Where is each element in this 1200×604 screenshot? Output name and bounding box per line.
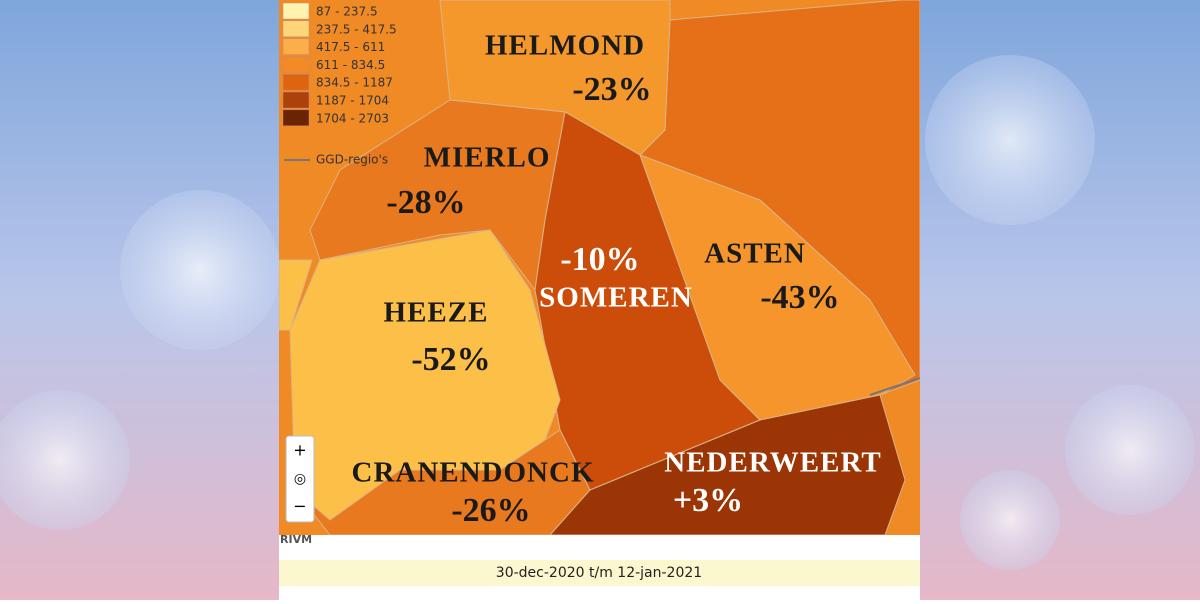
boundary xyxy=(869,377,920,396)
legend-swatch xyxy=(282,109,310,127)
legend-label: 834.5 - 1187 xyxy=(316,76,393,90)
attribution: RIVM xyxy=(280,533,312,546)
region-name: SOMEREN xyxy=(539,282,693,314)
region-name: MIERLO xyxy=(424,142,551,174)
legend-label: 611 - 834.5 xyxy=(316,58,385,72)
region-name: NEDERWEERT xyxy=(664,447,881,479)
region-name: HEEZE xyxy=(384,297,489,329)
map: 87 - 237.5 237.5 - 417.5 417.5 - 611 611 - … xyxy=(279,0,920,535)
legend-swatch xyxy=(282,73,310,91)
region-change: -28% xyxy=(386,184,465,221)
region-name: CRANENDONCK xyxy=(352,457,595,489)
legend: 87 - 237.5 237.5 - 417.5 417.5 - 611 611 - … xyxy=(282,2,397,127)
legend-swatch xyxy=(282,20,310,38)
date-range: 30-dec-2020 t/m 12-jan-2021 xyxy=(496,565,702,581)
legend-label: GGD-regio's xyxy=(316,153,388,167)
zoom-out[interactable]: − xyxy=(293,497,306,516)
date-bar xyxy=(279,560,920,586)
zoom-reset[interactable]: ◎ xyxy=(294,471,306,487)
legend-swatch xyxy=(282,2,310,20)
zoom-control xyxy=(285,435,315,523)
legend-swatch xyxy=(282,38,310,55)
legend-swatch xyxy=(282,91,310,109)
legend-label: 87 - 237.5 xyxy=(316,5,378,19)
region-change: +3% xyxy=(673,482,743,519)
region-change: -10% xyxy=(560,241,639,278)
decoration xyxy=(0,55,1195,570)
region-change: -26% xyxy=(451,492,530,529)
region-name: ASTEN xyxy=(704,238,806,270)
zoom-in[interactable]: + xyxy=(293,441,306,460)
region xyxy=(549,394,906,535)
legend-label: 1187 - 1704 xyxy=(316,94,389,108)
region-change: -23% xyxy=(572,71,651,108)
region xyxy=(294,429,591,535)
region-name: HELMOND xyxy=(485,30,645,62)
region-change: -43% xyxy=(760,279,839,316)
legend-label: 237.5 - 417.5 xyxy=(316,22,397,36)
legend-label: 1704 - 2703 xyxy=(316,111,389,125)
region xyxy=(279,259,313,331)
legend-swatch xyxy=(282,56,310,73)
legend-label: 417.5 - 611 xyxy=(316,40,385,54)
region-change: -52% xyxy=(411,341,490,378)
